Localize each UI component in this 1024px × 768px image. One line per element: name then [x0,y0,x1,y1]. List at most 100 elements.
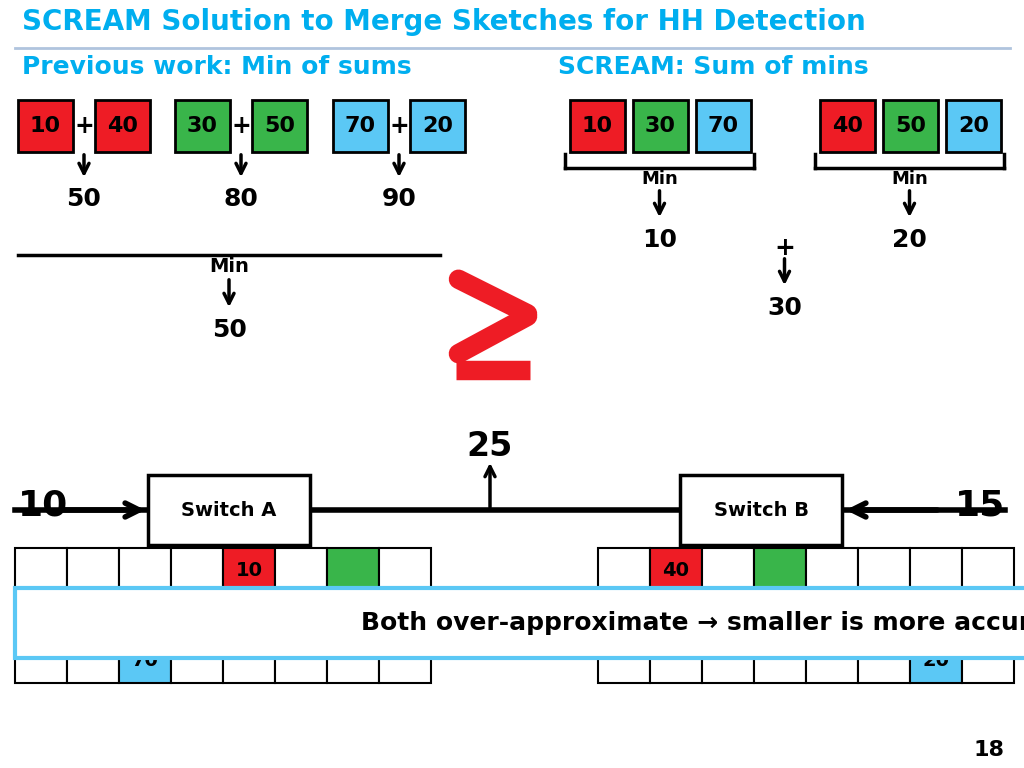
Bar [119,548,171,593]
Bar [598,638,650,683]
Bar [650,638,702,683]
Text: 20: 20 [958,116,989,136]
Text: 70: 70 [131,651,159,670]
Bar [15,638,67,683]
Text: 10: 10 [30,116,61,136]
Bar [806,593,858,638]
Text: +: + [231,114,251,138]
Text: +: + [74,114,94,138]
Text: 50: 50 [264,116,295,136]
Bar [171,548,223,593]
Text: 50: 50 [67,187,101,211]
Bar [15,548,67,593]
Text: SCREAM: Sum of mins: SCREAM: Sum of mins [558,55,868,79]
Bar [570,100,625,152]
Text: 10: 10 [236,561,262,580]
Bar [410,100,465,152]
Text: 10: 10 [642,228,677,252]
Bar [327,548,379,593]
Bar [15,593,67,638]
Bar [175,100,230,152]
Bar [379,638,431,683]
Bar [820,100,874,152]
Text: 40: 40 [831,116,863,136]
Text: 40: 40 [106,116,138,136]
Bar [754,593,806,638]
Bar [67,548,119,593]
Bar [327,593,379,638]
Text: +: + [389,114,409,138]
Bar [858,548,910,593]
Text: 90: 90 [382,187,417,211]
Bar [858,638,910,683]
Text: 30: 30 [187,116,218,136]
Bar [883,100,938,152]
Bar [962,593,1014,638]
Text: 50: 50 [212,318,247,342]
Bar [754,638,806,683]
Bar [910,548,962,593]
Bar [633,100,688,152]
Bar [223,638,275,683]
Bar [806,638,858,683]
Bar [223,593,275,638]
Bar [598,593,650,638]
Bar [910,638,962,683]
Bar [702,548,754,593]
Bar [379,548,431,593]
Text: Min: Min [209,257,249,276]
Text: Min: Min [891,170,928,188]
Bar [18,100,73,152]
Bar [806,548,858,593]
Text: 15: 15 [954,488,1005,522]
Text: 30: 30 [767,296,802,320]
Bar [650,593,702,638]
Bar [119,638,171,683]
Text: Switch B: Switch B [714,501,809,519]
Bar [598,548,650,593]
Text: Previous work: Min of sums: Previous work: Min of sums [22,55,412,79]
Bar [95,100,150,152]
Bar [754,548,806,593]
Text: 70: 70 [708,116,739,136]
Bar [67,638,119,683]
Bar [910,593,962,638]
Bar [858,593,910,638]
Text: Switch A: Switch A [181,501,276,519]
Bar [680,475,842,545]
Bar [275,638,327,683]
Bar [333,100,388,152]
Bar [379,593,431,638]
Bar [171,638,223,683]
Bar [275,548,327,593]
Bar [275,593,327,638]
Text: 10: 10 [18,488,69,522]
Text: 10: 10 [582,116,613,136]
Text: +: + [774,236,795,260]
Bar [962,548,1014,593]
Text: 25: 25 [467,430,513,463]
Bar [702,593,754,638]
Text: 50: 50 [895,116,926,136]
Text: 30: 30 [645,116,676,136]
Text: 40: 40 [663,561,689,580]
Bar [696,100,751,152]
Bar [119,593,171,638]
Text: 20: 20 [923,651,949,670]
Bar [650,548,702,593]
Bar [327,638,379,683]
Text: Min: Min [641,170,678,188]
Bar [946,100,1001,152]
Text: Both over-approximate → smaller is more accurate: Both over-approximate → smaller is more … [360,611,1024,635]
Bar [702,638,754,683]
Text: SCREAM Solution to Merge Sketches for HH Detection: SCREAM Solution to Merge Sketches for HH… [22,8,865,36]
Text: 70: 70 [345,116,376,136]
Bar [962,638,1014,683]
Text: 18: 18 [974,740,1005,760]
Bar [252,100,307,152]
Bar [15,588,1024,658]
Text: 20: 20 [892,228,927,252]
Bar [223,548,275,593]
Text: 80: 80 [223,187,258,211]
Bar [148,475,310,545]
